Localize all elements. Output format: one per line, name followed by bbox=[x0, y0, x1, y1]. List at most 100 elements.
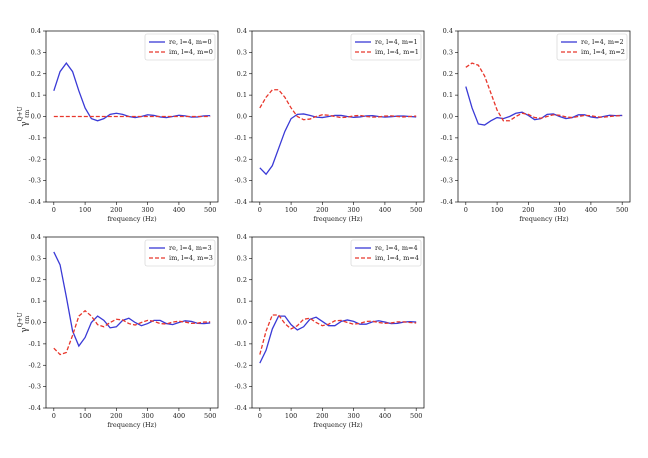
y-label-sub: ℓm bbox=[24, 315, 31, 324]
y-label-base: γ bbox=[20, 121, 30, 126]
x-tick-label: 500 bbox=[410, 412, 422, 420]
x-tick-label: 500 bbox=[204, 206, 216, 214]
y-tick-label: -0.4 bbox=[234, 404, 247, 412]
legend-label: re, l=4, m=1 bbox=[375, 38, 418, 46]
x-tick-label: 400 bbox=[173, 206, 185, 214]
y-tick-label: -0.3 bbox=[234, 383, 247, 391]
y-tick-label: -0.2 bbox=[234, 361, 247, 369]
subplot: -0.4 -0.3 -0.2 -0.1 0.0 0.1 0.2 0.3 0.4 0 100 200 30… bbox=[234, 27, 425, 223]
y-tick-label: -0.1 bbox=[28, 134, 41, 142]
y-tick-label: 0.0 bbox=[31, 113, 41, 121]
y-tick-label: 0.1 bbox=[31, 91, 41, 99]
legend-label: im, l=4, m=3 bbox=[169, 254, 213, 262]
x-tick-label: 400 bbox=[379, 412, 391, 420]
y-label-sup: Q+U bbox=[17, 312, 24, 327]
y-tick-label: 0.2 bbox=[237, 70, 247, 78]
x-tick-label: 100 bbox=[491, 206, 503, 214]
y-tick-label: -0.3 bbox=[28, 177, 41, 185]
x-tick-label: 200 bbox=[316, 412, 328, 420]
x-axis-label: frequency (Hz) bbox=[313, 215, 363, 223]
series-line bbox=[53, 309, 211, 356]
y-tick-label: -0.3 bbox=[440, 177, 453, 185]
legend-label: im, l=4, m=4 bbox=[375, 254, 419, 262]
y-tick-label: -0.2 bbox=[28, 155, 41, 163]
x-tick-label: 300 bbox=[347, 206, 359, 214]
axes-frame bbox=[251, 30, 425, 203]
subplot: -0.4 -0.3 -0.2 -0.1 0.0 0.1 0.2 0.3 0.4 0 100 200 30… bbox=[17, 233, 219, 429]
legend-box bbox=[556, 33, 628, 61]
x-tick-label: 200 bbox=[316, 206, 328, 214]
x-tick-label: 100 bbox=[79, 206, 91, 214]
x-tick-label: 300 bbox=[141, 206, 153, 214]
y-tick-label: 0.1 bbox=[237, 297, 247, 305]
axes-frame bbox=[45, 236, 219, 409]
x-axis-label: frequency (Hz) bbox=[107, 421, 157, 429]
x-tick-label: 100 bbox=[285, 412, 297, 420]
x-tick-label: 0 bbox=[258, 412, 262, 420]
y-tick-label: 0.0 bbox=[31, 319, 41, 327]
legend-box bbox=[350, 239, 422, 267]
y-tick-label: 0.0 bbox=[443, 113, 453, 121]
x-tick-label: 0 bbox=[258, 206, 262, 214]
x-tick-label: 0 bbox=[52, 412, 56, 420]
y-label-sup: Q+U bbox=[17, 106, 24, 121]
y-tick-label: -0.4 bbox=[234, 198, 247, 206]
y-tick-label: 0.0 bbox=[237, 319, 247, 327]
x-tick-label: 100 bbox=[79, 412, 91, 420]
y-tick-label: 0.1 bbox=[443, 91, 453, 99]
legend-label: re, l=4, m=2 bbox=[581, 38, 624, 46]
x-tick-label: 300 bbox=[553, 206, 565, 214]
y-tick-label: -0.4 bbox=[28, 404, 41, 412]
y-tick-label: 0.3 bbox=[237, 254, 247, 262]
y-tick-label: 0.3 bbox=[237, 48, 247, 56]
y-tick-label: -0.1 bbox=[28, 340, 41, 348]
legend-label: re, l=4, m=4 bbox=[375, 244, 418, 252]
y-label-sub: ℓm bbox=[24, 109, 31, 118]
y-axis-label: γQ+Uℓm bbox=[17, 312, 31, 332]
axes-frame bbox=[45, 30, 219, 203]
y-tick-label: -0.4 bbox=[440, 198, 453, 206]
x-tick-label: 500 bbox=[616, 206, 628, 214]
x-axis-label: frequency (Hz) bbox=[313, 421, 363, 429]
y-tick-label: -0.3 bbox=[234, 177, 247, 185]
y-tick-label: -0.1 bbox=[234, 340, 247, 348]
series-line bbox=[53, 61, 211, 122]
x-axis-label: frequency (Hz) bbox=[107, 215, 157, 223]
x-tick-label: 100 bbox=[285, 206, 297, 214]
axes-frame bbox=[457, 30, 631, 203]
y-tick-label: 0.2 bbox=[31, 276, 41, 284]
series-line bbox=[465, 62, 623, 122]
y-tick-label: -0.1 bbox=[234, 134, 247, 142]
y-tick-label: 0.4 bbox=[31, 27, 41, 35]
legend-label: im, l=4, m=1 bbox=[375, 48, 419, 56]
y-tick-label: 0.2 bbox=[31, 70, 41, 78]
subplot: -0.4 -0.3 -0.2 -0.1 0.0 0.1 0.2 0.3 0.4 0 100 200 30… bbox=[17, 27, 219, 223]
y-tick-label: 0.4 bbox=[237, 27, 247, 35]
legend-box bbox=[350, 33, 422, 61]
series-line bbox=[259, 315, 417, 364]
y-tick-label: 0.2 bbox=[237, 276, 247, 284]
x-tick-label: 500 bbox=[204, 412, 216, 420]
y-tick-label: -0.2 bbox=[234, 155, 247, 163]
y-tick-label: -0.3 bbox=[28, 383, 41, 391]
legend-label: im, l=4, m=0 bbox=[169, 48, 213, 56]
legend-label: re, l=4, m=0 bbox=[169, 38, 212, 46]
legend-label: im, l=4, m=2 bbox=[581, 48, 625, 56]
x-tick-label: 500 bbox=[410, 206, 422, 214]
y-tick-label: -0.2 bbox=[28, 361, 41, 369]
y-tick-label: 0.3 bbox=[31, 254, 41, 262]
y-tick-label: 0.1 bbox=[31, 297, 41, 305]
x-tick-label: 0 bbox=[52, 206, 56, 214]
y-tick-label: 0.2 bbox=[443, 70, 453, 78]
legend-label: re, l=4, m=3 bbox=[169, 244, 212, 252]
y-axis-label: γQ+Uℓm bbox=[17, 106, 31, 126]
x-tick-label: 400 bbox=[585, 206, 597, 214]
legend-box bbox=[144, 239, 216, 267]
series-line bbox=[259, 89, 417, 121]
x-tick-label: 300 bbox=[141, 412, 153, 420]
series-line bbox=[259, 113, 417, 176]
y-tick-label: 0.4 bbox=[443, 27, 453, 35]
y-tick-label: -0.2 bbox=[440, 155, 453, 163]
y-tick-label: 0.3 bbox=[443, 48, 453, 56]
